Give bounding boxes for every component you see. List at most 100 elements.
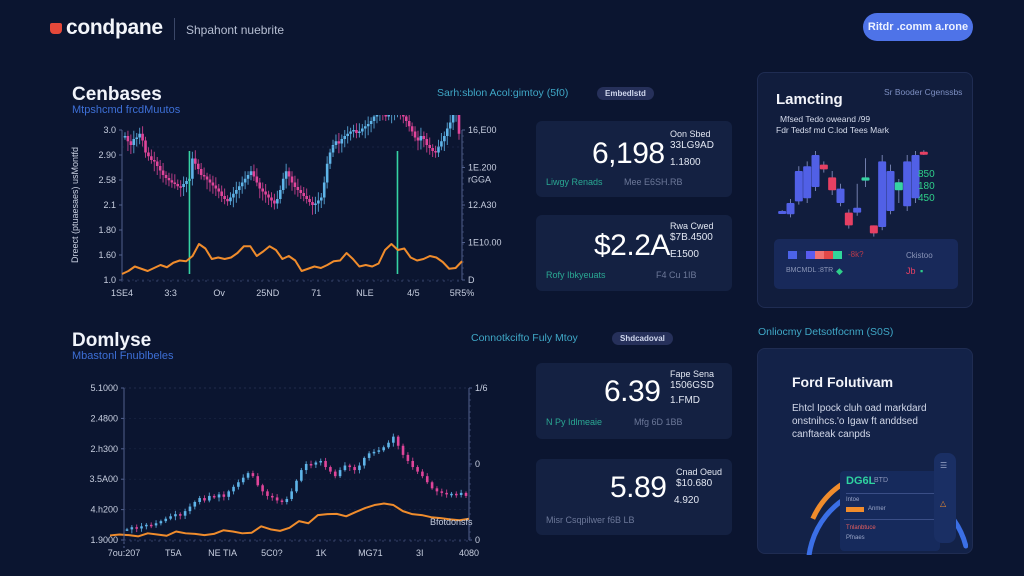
candle — [352, 130, 355, 132]
y-tick-label: 2.90 — [98, 150, 116, 160]
candle — [185, 181, 188, 184]
section-title-bottom: Domlyse — [72, 330, 152, 351]
panel-meta: Sr Booder Cgenssbs — [884, 87, 963, 97]
feature-panel[interactable]: Ford Folutivam Ehtcl Ipock cluh oad mark… — [757, 348, 973, 555]
y-tick-label-right: 1/6 — [475, 383, 488, 393]
stat-value: $2.2A — [594, 229, 670, 262]
y-tick-label: 2.1 — [103, 200, 116, 210]
stat-footer-meta: Mfg 6D 1BB — [634, 417, 683, 427]
candle — [246, 473, 250, 478]
candle — [138, 133, 141, 138]
candle — [212, 495, 216, 498]
stat-side-label: Cnad Oeud — [676, 467, 723, 477]
candle — [178, 514, 182, 516]
x-tick-label: 25ND — [256, 288, 280, 298]
chart-badge-top[interactable]: Embedlstd — [597, 87, 654, 100]
alert-icon[interactable]: △ — [940, 499, 947, 508]
candle-value-label: 850 — [918, 169, 935, 180]
candle — [440, 491, 444, 493]
legend-right-label: Ckistoo — [906, 251, 933, 260]
candle — [428, 145, 432, 148]
candle — [232, 193, 235, 198]
y-tick-label: 3.5A00 — [89, 474, 118, 484]
candle — [349, 131, 352, 134]
candle — [443, 136, 446, 142]
logo-mark-icon — [50, 22, 62, 34]
stat-card[interactable]: 6.39 Fape Sena 1506GSD 1.FMD N Py Idlmea… — [536, 363, 732, 439]
candlestick-panel[interactable]: Lamcting Sr Booder Cgenssbs Mfsed Tedo o… — [757, 72, 973, 308]
divider — [846, 493, 934, 494]
price-chart-top[interactable]: 1.0 1.60 1.80 2.1 2.58 2.90 3.0 D 1E10.00 12.A30 1… — [60, 115, 510, 305]
candle — [778, 211, 787, 214]
divider — [844, 519, 936, 520]
gauge-list-item[interactable]: Tnlanbtuce — [846, 525, 876, 531]
price-chart-bottom[interactable]: 1.9000 4.h200 3.5A00 2.h300 2.4800 5.1000 0 0 1/… — [60, 370, 500, 570]
candle — [182, 184, 185, 187]
bars-icon[interactable]: ☰ — [940, 461, 948, 470]
x-tick-label: 1K — [316, 548, 327, 558]
legend-swatch — [815, 251, 824, 259]
candle — [794, 171, 803, 202]
gauge-list-item[interactable]: Intoe — [846, 497, 860, 503]
candle — [411, 460, 415, 468]
stat-card[interactable]: $2.2A Rwa Cwed $7B.4500 E1500 Rofy Ibkye… — [536, 215, 732, 291]
candle — [413, 131, 417, 138]
candle — [145, 524, 148, 527]
candle — [343, 136, 347, 139]
candle — [281, 178, 285, 190]
stat-footer-label: Liwgy Renads — [546, 177, 603, 187]
panel-header-caption: Onliocmy Detsotfocnm (S0S) — [758, 326, 894, 338]
candle — [819, 164, 828, 170]
candle — [229, 197, 232, 202]
header-subtitle: Shpahont nuebrite — [186, 23, 285, 37]
gauge-list-item[interactable]: Anmer — [868, 506, 886, 512]
chart-annotation: Bfotdonsfs — [430, 517, 473, 527]
stat-card[interactable]: 5.89 Cnad Oeud $10.680 4.920 Misr Csqpil… — [536, 459, 732, 535]
candle — [437, 146, 440, 153]
candle — [358, 131, 361, 133]
stat-side-value: $7B.4500 — [670, 232, 713, 243]
candle — [290, 491, 293, 499]
x-tick-label: 7ou:207 — [108, 548, 141, 558]
x-tick-label: 4/5 — [407, 288, 420, 298]
x-tick-label: 1SE4 — [111, 288, 133, 298]
y-tick-label: 1.9000 — [90, 535, 118, 545]
header-cta-button[interactable]: Ritdr .comm a.rone — [863, 13, 973, 41]
candle — [140, 526, 143, 529]
candle — [431, 148, 434, 151]
gauge-list-item[interactable]: Pfnaes — [846, 535, 865, 541]
chart-badge-bottom[interactable]: Shdcadoval — [612, 332, 673, 345]
candle — [416, 137, 420, 141]
candle — [358, 465, 361, 471]
section-subtitle-bottom: Mbastonl Fnublbeles — [72, 350, 174, 362]
candle — [894, 182, 903, 191]
candle — [261, 188, 265, 192]
y-tick-label-right: D — [468, 275, 475, 285]
candle — [240, 182, 244, 187]
candle — [199, 169, 203, 175]
stat-side-small: 1.FMD — [670, 395, 700, 406]
candle — [135, 137, 139, 139]
feature-title: Ford Folutivam — [792, 374, 894, 390]
legend-text: -8k? — [848, 250, 864, 259]
candle — [217, 188, 221, 192]
candle — [886, 171, 895, 211]
candle — [372, 451, 376, 454]
candle — [155, 161, 159, 166]
candle — [387, 115, 390, 117]
app-logo[interactable]: condpane — [50, 16, 163, 40]
candlestick-chart[interactable] — [772, 143, 962, 243]
candle — [878, 161, 887, 227]
stat-footer-label: Rofy Ibkyeuats — [546, 270, 606, 280]
stat-side-label: Oon Sbed — [670, 129, 711, 139]
candle — [208, 495, 211, 501]
candle — [261, 485, 264, 492]
candle — [266, 491, 269, 496]
stat-card[interactable]: 6,198 Oon Sbed 33LG9AD 1.1800 Liwgy Rena… — [536, 121, 732, 197]
candle — [296, 187, 300, 190]
candle — [353, 467, 356, 471]
candle — [317, 200, 320, 204]
candle — [130, 527, 134, 530]
y-tick-label: 1.0 — [103, 275, 116, 285]
logo-text: condpane — [66, 16, 163, 39]
